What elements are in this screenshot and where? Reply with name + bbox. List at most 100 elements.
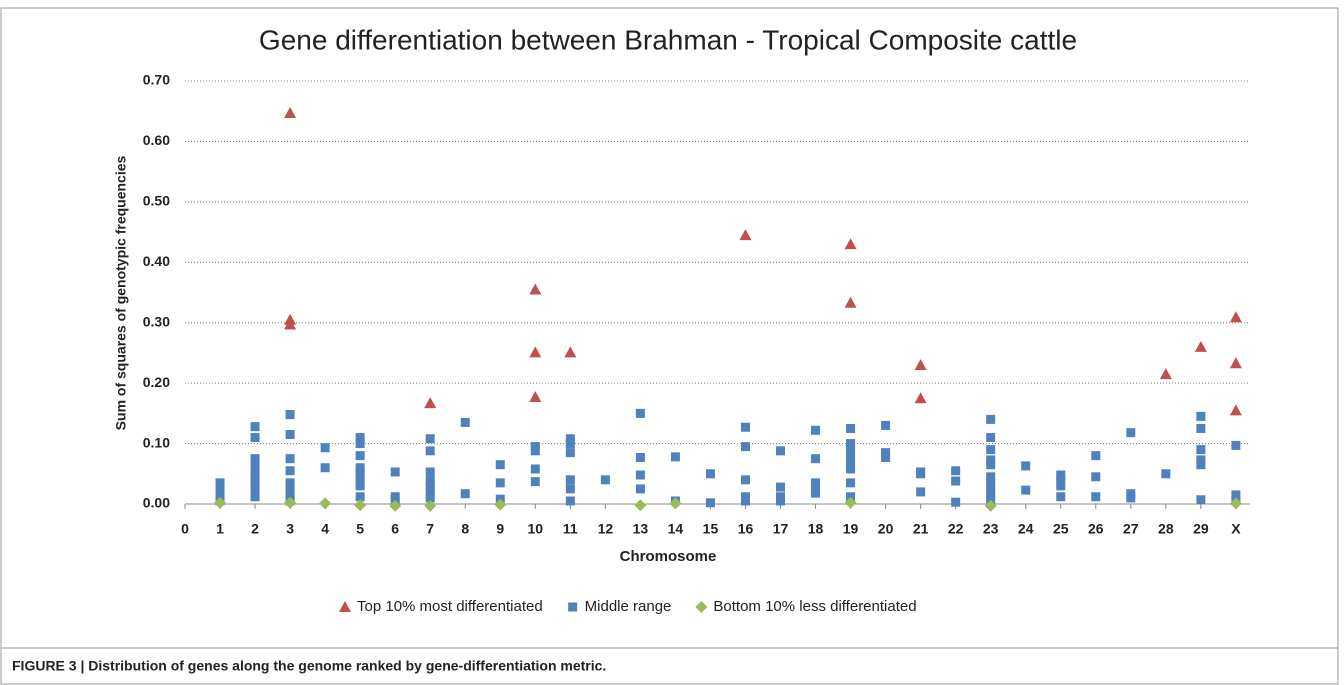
x-tick-label: 22 [948,521,964,537]
diamond-marker [844,496,857,509]
square-marker [1196,460,1206,470]
square-marker [1161,469,1171,479]
square-marker [1056,470,1066,480]
diamond-marker [494,498,507,511]
x-tick-label: 20 [878,521,894,537]
square-marker [846,443,856,453]
legend-marker [339,601,351,612]
triangle-marker [914,392,927,404]
square-marker [811,478,821,488]
caption: FIGURE 3 | Distribution of genes along t… [12,658,606,674]
square-marker [1196,455,1206,465]
x-tick-label: 18 [808,521,824,537]
square-marker [1056,475,1066,485]
square-marker [670,452,680,462]
square-marker [705,498,715,508]
square-marker [1196,411,1206,421]
square-marker [811,425,821,435]
square-marker [425,446,435,456]
triangle-marker [1159,368,1172,380]
square-marker [565,496,575,506]
square-marker [530,464,540,474]
square-marker [635,408,645,418]
square-marker [425,481,435,491]
triangle-marker [529,283,542,295]
triangle-marker [424,397,437,409]
square-marker [986,484,996,494]
caption-frame [0,647,1339,685]
square-marker [1231,490,1241,500]
square-marker [986,460,996,470]
x-tick-label: 26 [1088,521,1104,537]
x-tick-label: 10 [528,521,544,537]
y-tick-label: 0.10 [143,434,170,450]
x-tick-label: 13 [633,521,649,537]
square-marker [215,490,225,500]
square-marker [846,492,856,502]
square-marker [1126,493,1136,503]
square-marker [425,487,435,497]
square-marker [1196,495,1206,505]
x-tick-label: 2 [251,521,259,537]
square-marker [776,496,786,506]
square-marker [250,484,260,494]
square-marker [740,496,750,506]
diamond-marker [389,499,402,512]
square-marker [425,434,435,444]
square-marker [635,484,645,494]
y-tick-label: 0.30 [143,313,170,329]
square-marker [285,454,295,464]
x-tick-label: 15 [703,521,719,537]
x-tick-label: 0 [181,521,189,537]
square-marker [425,467,435,477]
chart-title: Gene differentiation between Brahman - T… [259,24,1077,55]
legend-marker [695,601,708,613]
square-marker [986,445,996,455]
square-marker [1196,445,1206,455]
square-marker [740,442,750,452]
square-marker [986,472,996,482]
square-marker [811,454,821,464]
square-marker [565,484,575,494]
x-tick-label: 23 [983,521,999,537]
square-marker [986,455,996,465]
x-tick-label: 5 [356,521,364,537]
triangle-marker [564,346,577,358]
square-marker [1091,472,1101,482]
square-marker [495,478,505,488]
square-marker [1021,461,1031,471]
square-marker [215,484,225,494]
diamond-marker [424,499,437,512]
square-marker [635,470,645,480]
x-tick-label: 14 [668,521,684,537]
square-marker [1091,492,1101,502]
square-marker [250,460,260,470]
square-marker [635,452,645,462]
square-marker [951,497,961,507]
diamond-marker [1229,497,1242,510]
x-tick-label: 1 [216,521,224,537]
square-marker [250,472,260,482]
square-marker [1196,423,1206,433]
x-tick-label: 29 [1193,521,1209,537]
square-marker [740,475,750,485]
square-marker [250,492,260,502]
square-marker [355,475,365,485]
square-marker [460,417,470,427]
square-marker [986,494,996,504]
square-marker [355,481,365,491]
x-tick-label: 25 [1053,521,1069,537]
triangle-marker [844,238,857,250]
square-marker [285,466,295,476]
square-marker [916,469,926,479]
square-marker [846,458,856,468]
square-marker [355,451,365,461]
square-marker [951,476,961,486]
square-marker [215,478,225,488]
legend-label: Top 10% most differentiated [357,598,543,615]
x-tick-label: 27 [1123,521,1139,537]
square-marker [1056,481,1066,491]
square-marker [355,439,365,449]
square-marker [846,439,856,449]
x-axis-label: Chromosome [620,548,717,565]
